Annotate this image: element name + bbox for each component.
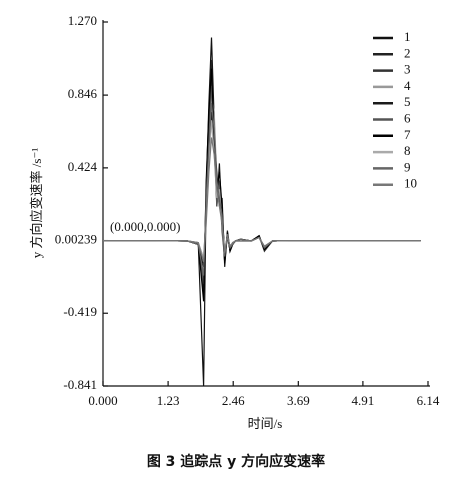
legend-label: 6: [404, 110, 411, 125]
x-tick-label: 0.000: [88, 393, 117, 408]
caption: 图 3 追踪点 y 方向应变速率: [147, 453, 325, 470]
x-tick-label: 6.14: [417, 393, 440, 408]
series-line: [103, 102, 421, 276]
x-tick-label: 1.23: [157, 393, 180, 408]
y-tick-label: -0.419: [63, 304, 97, 319]
legend-label: 4: [404, 78, 411, 93]
series-line: [103, 68, 421, 302]
y-tick-label: -0.841: [63, 377, 97, 392]
y-tick-label: 1.270: [68, 13, 97, 28]
legend-label: 10: [404, 176, 417, 191]
x-tick-label: 2.46: [222, 393, 245, 408]
series-line: [103, 137, 421, 262]
x-tick-label: 3.69: [287, 393, 310, 408]
x-axis-label: 时间/s: [248, 416, 283, 431]
y-tick-label: 0.424: [68, 159, 98, 174]
legend-label: 8: [404, 143, 411, 158]
annotation: (0.000,0.000): [110, 219, 180, 234]
legend-label: 1: [404, 29, 411, 44]
series-line: [103, 77, 421, 276]
y-axis-label: y 方向应变速率 /s⁻¹: [29, 148, 44, 259]
legend-label: 3: [404, 62, 411, 77]
legend-label: 9: [404, 159, 411, 174]
legend-label: 5: [404, 94, 411, 109]
y-tick-label: 0.846: [68, 86, 98, 101]
series-line: [103, 85, 421, 285]
series-line: [103, 37, 421, 386]
x-tick-label: 4.91: [352, 393, 375, 408]
legend-label: 7: [404, 127, 411, 142]
legend-label: 2: [404, 45, 411, 60]
series-line: [103, 59, 421, 293]
series-line: [103, 120, 421, 259]
y-tick-label: 0.00239: [55, 232, 97, 247]
